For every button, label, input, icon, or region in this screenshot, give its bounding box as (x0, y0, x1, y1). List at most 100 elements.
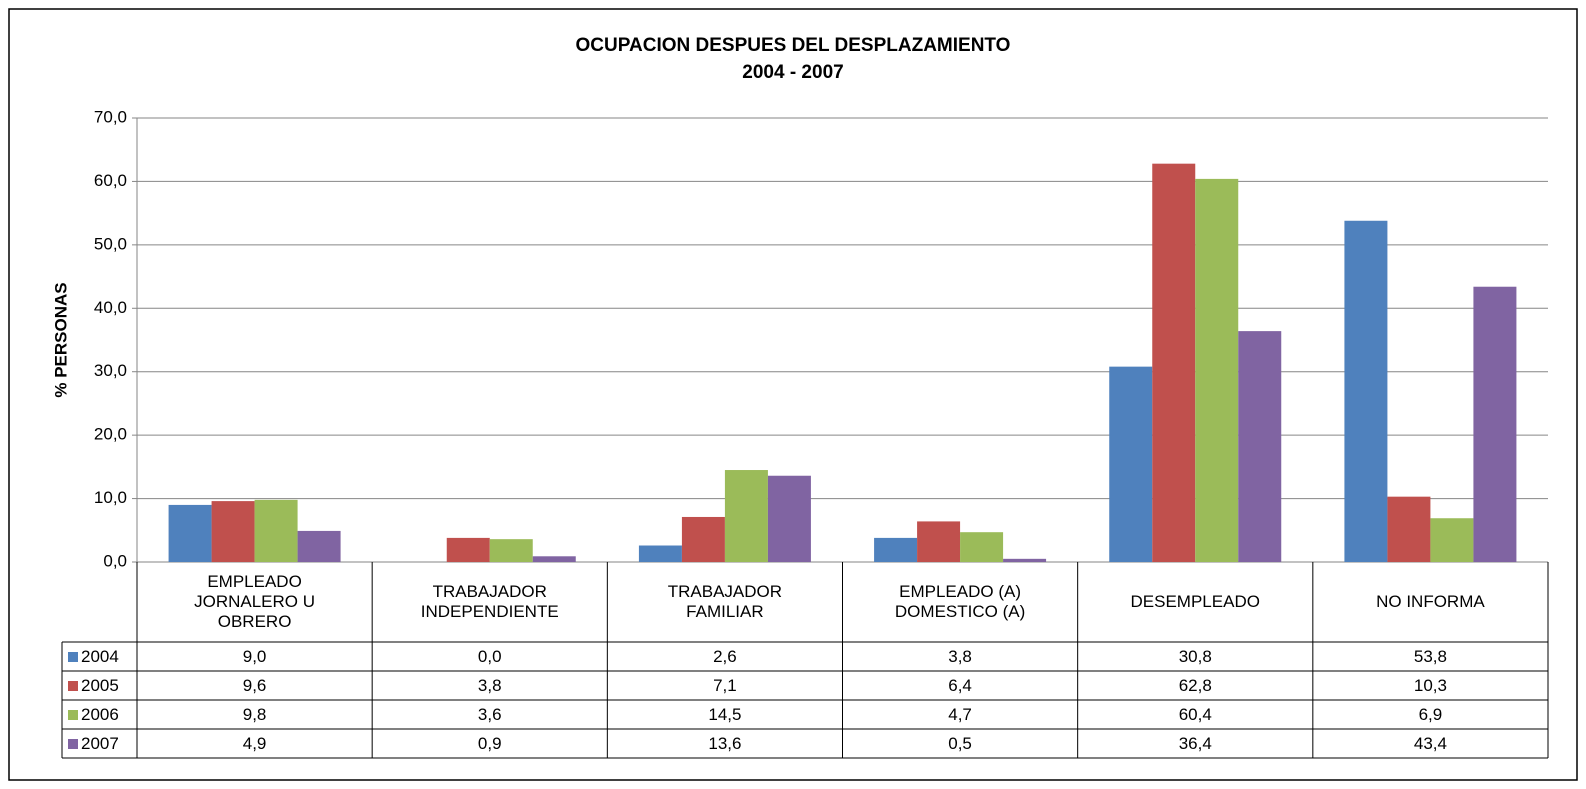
y-tick-label: 70,0 (94, 107, 127, 126)
table-value-text: 13,6 (708, 733, 742, 753)
x-tick-label: EMPLEADO JORNALERO U OBRERO (157, 562, 352, 642)
table-value-text: 53,8 (1413, 646, 1447, 666)
table-value: 10,3 (1313, 671, 1548, 700)
table-value: 9,0 (137, 642, 372, 671)
x-tick-label-text: TRABAJADOR FAMILIAR (667, 582, 783, 621)
bar (1109, 366, 1153, 562)
table-value-text: 4,7 (948, 704, 972, 724)
table-value: 9,6 (137, 671, 372, 700)
bar (168, 504, 212, 562)
table-value-text: 0,0 (477, 646, 502, 666)
bar (638, 545, 682, 562)
bar (767, 475, 811, 562)
x-tick-label-text: DESEMPLEADO (1130, 592, 1260, 611)
bar (960, 532, 1004, 562)
table-value-text: 30,8 (1178, 646, 1212, 666)
table-value-text: 0,5 (948, 733, 972, 753)
x-tick-label: DESEMPLEADO (1098, 562, 1293, 642)
chart-subtitle: 2004 - 2007 (742, 62, 843, 83)
y-tick-label: 10,0 (94, 488, 127, 507)
bar (1430, 518, 1474, 562)
legend-entry: 2007 (62, 729, 137, 758)
y-tick-label: 0,0 (103, 551, 127, 570)
table-value: 4,9 (137, 729, 372, 758)
table-value: 0,5 (843, 729, 1078, 758)
table-value-text: 9,6 (242, 675, 267, 695)
bar (1238, 331, 1282, 562)
legend-entry: 2004 (62, 642, 137, 671)
legend-label: 2007 (81, 733, 119, 753)
legend-entry: 2005 (62, 671, 137, 700)
table-value-text: 3,8 (948, 646, 972, 666)
bar (1344, 220, 1388, 563)
x-tick-label-text: EMPLEADO JORNALERO U OBRERO (194, 572, 316, 631)
legend-label: 2005 (81, 675, 119, 695)
bar (1195, 178, 1239, 563)
bar (1152, 163, 1196, 562)
x-tick-label: NO INFORMA (1333, 562, 1528, 642)
table-value-text: 0,9 (477, 733, 502, 753)
table-value: 0,9 (372, 729, 607, 758)
table-value: 3,6 (372, 700, 607, 729)
x-tick-label: TRABAJADOR INDEPENDIENTE (392, 562, 587, 642)
table-value-text: 10,3 (1413, 675, 1447, 695)
table-value-text: 6,4 (948, 675, 972, 695)
table-value: 62,8 (1078, 671, 1313, 700)
table-value-text: 14,5 (708, 704, 742, 724)
table-value: 6,4 (843, 671, 1078, 700)
x-tick-label-text: NO INFORMA (1376, 592, 1485, 611)
bar (254, 499, 298, 562)
table-value: 9,8 (137, 700, 372, 729)
legend-swatch (68, 738, 78, 749)
bar (211, 501, 255, 562)
bar (1473, 286, 1517, 562)
legend-swatch (68, 680, 78, 691)
table-value-text: 9,8 (242, 704, 267, 724)
table-value: 7,1 (607, 671, 842, 700)
table-value-text: 7,1 (713, 675, 737, 695)
y-tick-label: 60,0 (94, 171, 127, 190)
bar (917, 521, 961, 562)
table-value-text: 3,6 (477, 704, 502, 724)
table-value: 2,6 (607, 642, 842, 671)
table-value-text: 62,8 (1178, 675, 1212, 695)
y-tick-label: 50,0 (94, 234, 127, 253)
table-value-text: 4,9 (242, 733, 267, 753)
bar (681, 516, 725, 562)
bar (446, 537, 490, 562)
table-value-text: 6,9 (1418, 704, 1443, 724)
chart-title: OCUPACION DESPUES DEL DESPLAZAMIENTO (576, 35, 1011, 56)
legend-entry: 2006 (62, 700, 137, 729)
table-value: 53,8 (1313, 642, 1548, 671)
bar (874, 537, 918, 562)
y-axis-label: % PERSONAS (51, 282, 70, 397)
legend-swatch (68, 709, 78, 720)
bar (489, 539, 533, 562)
bar (724, 470, 768, 562)
table-value: 36,4 (1078, 729, 1313, 758)
bar (1387, 496, 1431, 562)
table-value-text: 9,0 (242, 646, 267, 666)
chart-border (8, 8, 1578, 781)
table-value-text: 3,8 (477, 675, 502, 695)
table-value: 0,0 (372, 642, 607, 671)
table-value-text: 43,4 (1413, 733, 1447, 753)
table-value: 60,4 (1078, 700, 1313, 729)
x-tick-label: EMPLEADO (A) DOMESTICO (A) (863, 562, 1058, 642)
bar (297, 530, 341, 562)
table-value: 13,6 (607, 729, 842, 758)
table-value: 14,5 (607, 700, 842, 729)
y-tick-label: 40,0 (94, 298, 127, 317)
x-tick-label: TRABAJADOR FAMILIAR (627, 562, 822, 642)
x-tick-label-text: TRABAJADOR INDEPENDIENTE (420, 582, 559, 621)
table-value: 43,4 (1313, 729, 1548, 758)
legend-label: 2004 (81, 646, 119, 666)
bar (532, 556, 576, 562)
table-value-text: 60,4 (1178, 704, 1212, 724)
legend-swatch (68, 651, 78, 662)
table-value: 3,8 (372, 671, 607, 700)
y-tick-label: 20,0 (94, 425, 127, 444)
table-value: 6,9 (1313, 700, 1548, 729)
